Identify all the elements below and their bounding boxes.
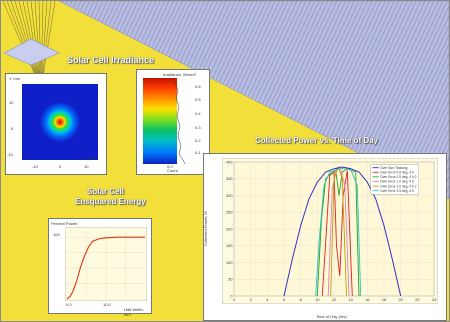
- power-xtick: 10: [315, 298, 319, 302]
- colorbar-tick: 0.3: [195, 125, 201, 130]
- power-legend-label: Over Error 1.5 deg, 4 h: [380, 189, 414, 193]
- irradiance-xtick: 0: [59, 164, 62, 169]
- power-error-curve: [315, 167, 362, 297]
- irradiance-ylabel: Y, mm: [9, 76, 21, 81]
- power-legend: [370, 164, 419, 195]
- power-xtick: 18: [382, 298, 386, 302]
- ensquared-curve: [66, 236, 145, 300]
- colorbar-tick: 0.5: [195, 97, 201, 102]
- power-legend-label: Over Error 0.5 deg, 4 h 2: [380, 175, 417, 179]
- power-xtick: 8: [300, 298, 302, 302]
- colorbar-title: Irradiance, W/mm²: [163, 72, 196, 77]
- colorbar-frame: Irradiance, W/mm² 0.6 0.5 0.4 0.3 0.2 0.…: [136, 69, 210, 175]
- power-xtick: 22: [415, 298, 419, 302]
- power-xtick: 16: [365, 298, 369, 302]
- power-error-curve: [321, 170, 353, 297]
- power-plot-frame: Collected Power, W 400 350 300 250 200 150 100…: [203, 153, 447, 321]
- power-xlabel: Time of Day (hrs): [316, 314, 347, 319]
- colorbar-tick: 0.4: [195, 111, 201, 116]
- power-title: Collected Power vs. Time of Day: [255, 136, 379, 145]
- power-ylabel: Collected Power, W: [202, 211, 208, 246]
- power-xtick: 14: [349, 298, 353, 302]
- ensquared-title-line2: Ensquared Energy: [75, 197, 146, 206]
- power-legend-label: Over Error 1.0 deg, 4 h: [380, 180, 414, 184]
- ensquared-ylabel: Percent Power: [51, 221, 78, 226]
- colorbar-tick: 0.6: [195, 84, 201, 89]
- irradiance-title: Solar Cell Irradiance: [67, 55, 155, 65]
- colorbar-count-label: Count: [167, 168, 178, 173]
- irradiance-xtick: 10: [84, 164, 89, 169]
- power-legend-label: Over Error 0.5 deg, 4 h: [380, 170, 414, 174]
- power-xtick: 20: [399, 298, 403, 302]
- power-xtick: 12: [332, 298, 336, 302]
- irradiance-xtick: -10: [32, 164, 38, 169]
- ensquared-plot-frame: Percent Power 100 0.0 10.0 Half-Width, m…: [48, 218, 152, 317]
- irradiance-xlabel: X, mm: [86, 156, 98, 161]
- ensquared-xtick: 0.0: [66, 302, 72, 307]
- ensquared-xtick: 10.0: [103, 302, 111, 307]
- solar-cell-plate: [3, 38, 60, 66]
- power-xtick: 24: [432, 298, 436, 302]
- irradiance-ytick: 0: [11, 126, 14, 131]
- irradiance-heatmap: [22, 84, 98, 160]
- colorbar-gradient: [143, 78, 177, 164]
- power-ytick: 100: [226, 261, 232, 265]
- irradiance-ytick: -10: [7, 152, 13, 157]
- power-xtick: 2: [250, 298, 252, 302]
- irradiance-map-frame: Y, mm 10 0 -10 -10 0 10 X, mm: [5, 73, 107, 175]
- colorbar-tick: 0.1: [195, 150, 201, 155]
- ensquared-xlabel: Half-Width, mm: [124, 307, 144, 317]
- power-legend-label: Over Error 1.0 deg, 4 h 2: [380, 184, 417, 188]
- power-ytick: 300: [226, 194, 232, 198]
- power-ytick: 0: [230, 294, 232, 298]
- colorbar-tick: 0.2: [195, 138, 201, 143]
- power-ytick: 150: [226, 244, 232, 248]
- power-ytick: 250: [226, 211, 232, 215]
- power-xtick: 0: [233, 298, 235, 302]
- colorbar-histogram: [175, 81, 186, 164]
- power-ytick: 350: [226, 177, 232, 181]
- power-xtick: 6: [283, 298, 285, 302]
- ensquared-chart: [65, 227, 147, 301]
- power-xtick: 4: [266, 298, 268, 302]
- power-legend-label: Over Sun Tracking: [380, 166, 407, 170]
- colorbar-tick: 0.0: [167, 164, 173, 169]
- irradiance-ytick: 10: [9, 100, 14, 105]
- power-error-curve: [330, 165, 347, 297]
- ensquared-ytick: 100: [53, 232, 60, 237]
- ensquared-title-line1: Solar Cell: [87, 187, 124, 196]
- power-series-line: [283, 166, 402, 297]
- power-ytick: 400: [226, 160, 232, 164]
- power-ytick: 50: [228, 278, 232, 282]
- power-ytick: 200: [226, 227, 232, 231]
